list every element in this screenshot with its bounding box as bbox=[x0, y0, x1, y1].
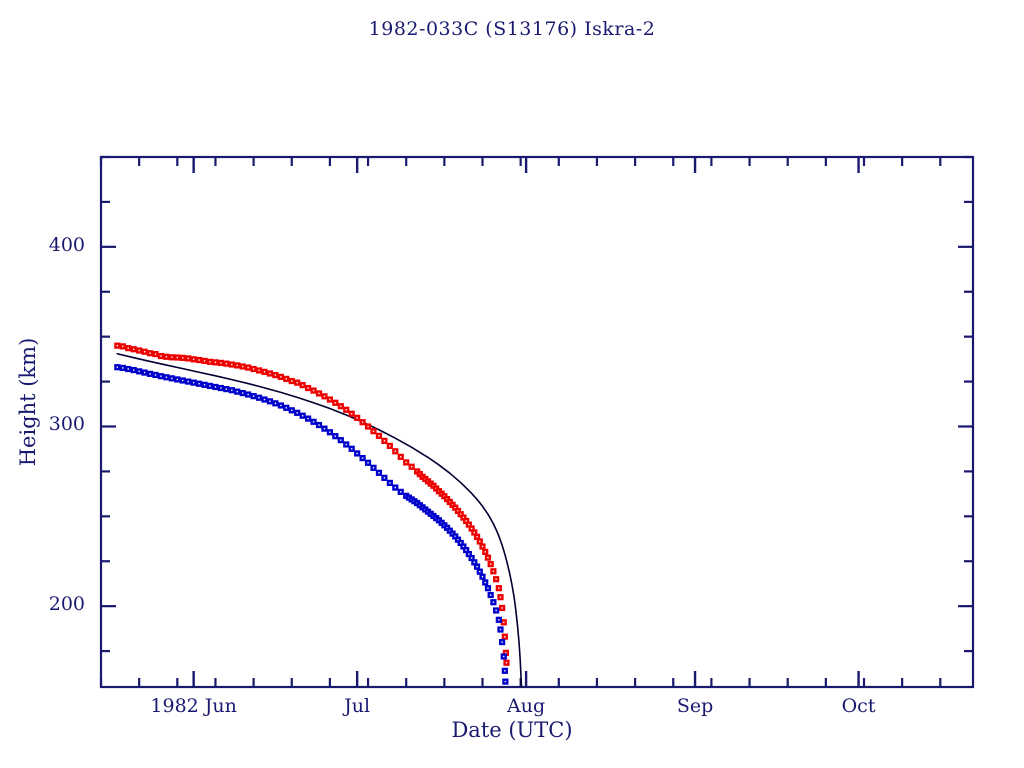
x-tick-label: Jul bbox=[344, 695, 371, 717]
series-apogee-height bbox=[114, 342, 510, 666]
axis-frame bbox=[99, 155, 975, 689]
mean-height-fit-curve bbox=[116, 352, 523, 687]
x-axis-title: Date (UTC) bbox=[451, 718, 573, 742]
series-perigee-height bbox=[114, 364, 509, 685]
x-axis-ticks bbox=[99, 157, 942, 687]
x-tick-label: 1982 Jun bbox=[150, 695, 237, 717]
y-axis-ticks bbox=[101, 155, 973, 653]
x-tick-label: Aug bbox=[507, 695, 546, 717]
y-tick-label: 400 bbox=[48, 233, 85, 256]
y-tick-label: 200 bbox=[48, 593, 85, 616]
x-tick-label: Sep bbox=[676, 695, 714, 717]
x-tick-label: Oct bbox=[841, 695, 876, 717]
y-tick-label: 300 bbox=[48, 413, 85, 436]
page-title: 1982-033C (S13176) Iskra-2 bbox=[368, 18, 656, 40]
